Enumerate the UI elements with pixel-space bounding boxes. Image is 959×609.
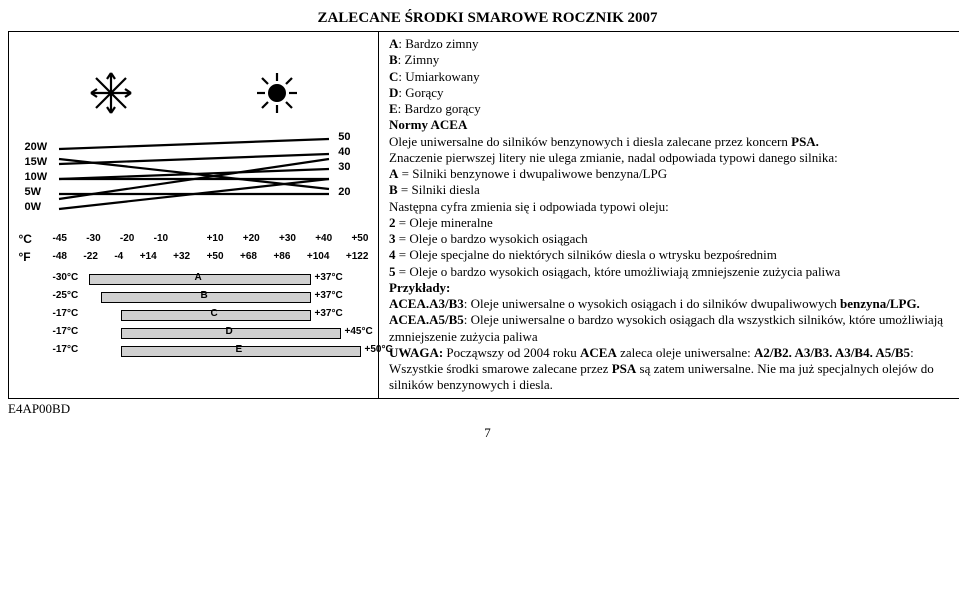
climate-bar-row: -17°C C +37°C: [19, 307, 369, 325]
label-5w: 5W: [25, 186, 42, 198]
acea-heading: Normy ACEA: [389, 117, 467, 132]
fahrenheit-axis: °F -48 -22 -4 +14 +32 +50 +68 +86 +104 +122: [19, 249, 369, 265]
examples-heading: Przykłady:: [389, 280, 450, 295]
viscosity-fan-chart: 20W 15W 10W 5W 0W 50 40 30 20: [19, 129, 369, 229]
f-tick: -22: [83, 251, 97, 262]
label-40: 40: [338, 146, 350, 158]
climate-bar-row: -17°CD+45°C: [19, 325, 369, 343]
c-tick: +20: [243, 233, 260, 244]
climate-bars: -30°CA+37°C-25°CB+37°C-17°CC+37°C-17°CD+…: [19, 271, 369, 361]
fahrenheit-ticks: -48 -22 -4 +14 +32 +50 +68 +86 +104 +122: [53, 251, 369, 262]
c-tick: -45: [53, 233, 67, 244]
celsius-axis: °C -45 -30 -20 -10 +10 +20 +30 +40 +50: [19, 231, 369, 247]
label-30: 30: [338, 161, 350, 173]
example-a3b3: ACEA.A3/B3: Oleje uniwersalne o wysokich…: [389, 296, 956, 312]
diagram-panel: 20W 15W 10W 5W 0W 50 40 30 20 °C -45-30-…: [9, 32, 379, 398]
f-tick: +86: [273, 251, 290, 262]
bar-letter: A: [195, 272, 202, 283]
content-frame: 20W 15W 10W 5W 0W 50 40 30 20 °C -45-30-…: [8, 31, 959, 399]
c-tick: -30: [86, 233, 100, 244]
sun-icon: [255, 71, 299, 115]
c-tick: -20: [120, 233, 134, 244]
celsius-unit: °C: [19, 232, 53, 246]
c-tick: +30: [279, 233, 296, 244]
c-tick: +10: [207, 233, 224, 244]
label-20: 20: [338, 186, 350, 198]
para-number-meaning: Następna cyfra zmienia się i odpowiada t…: [389, 199, 956, 215]
f-tick: +32: [173, 251, 190, 262]
f-tick: +104: [307, 251, 330, 262]
bar-letter: E: [236, 344, 243, 355]
f-tick: -48: [53, 251, 67, 262]
para-letter-meaning: Znaczenie pierwszej litery nie ulega zmi…: [389, 150, 956, 166]
bar-letter: D: [226, 326, 233, 337]
acea-intro: Oleje uniwersalne do silników benzynowyc…: [389, 134, 956, 150]
viscosity-diagram: 20W 15W 10W 5W 0W 50 40 30 20 °C -45-30-…: [19, 69, 369, 361]
climate-legend: A: Bardzo zimny B: Zimny C: Umiarkowany …: [389, 36, 956, 117]
bar-right-temp: +37°C: [315, 272, 343, 283]
label-10w: 10W: [25, 171, 48, 183]
label-20w: 20W: [25, 141, 48, 153]
page-title: ZALECANE ŚRODKI SMAROWE ROCZNIK 2007: [8, 10, 959, 27]
bar-left-temp: -25°C: [53, 290, 79, 301]
climate-bar-row: -30°C A +37°C: [19, 271, 369, 289]
bar-left-temp: -17°C: [53, 344, 79, 355]
fahrenheit-unit: °F: [19, 250, 53, 264]
bar-right-temp: +37°C: [315, 308, 343, 319]
c-tick: -10: [154, 233, 168, 244]
f-tick: -4: [114, 251, 123, 262]
label-15w: 15W: [25, 156, 48, 168]
f-tick: +14: [140, 251, 157, 262]
bar-right-temp: +37°C: [315, 290, 343, 301]
bar-letter: B: [201, 290, 208, 301]
c-tick: +40: [315, 233, 332, 244]
text-panel: A: Bardzo zimny B: Zimny C: Umiarkowany …: [379, 32, 959, 398]
climate-bar-row: -25°C B +37°C: [19, 289, 369, 307]
acea-note: UWAGA: Począwszy od 2004 roku ACEA zalec…: [389, 345, 956, 394]
bar-left-temp: -17°C: [53, 308, 79, 319]
label-0w: 0W: [25, 201, 42, 213]
example-a5b5: ACEA.A5/B5: Oleje uniwersalne o bardzo w…: [389, 312, 956, 345]
bar-right-temp: +45°C: [345, 326, 373, 337]
bar-left-temp: -30°C: [53, 272, 79, 283]
snowflake-icon: [89, 71, 133, 115]
f-tick: +68: [240, 251, 257, 262]
image-code: E4AP00BD: [8, 401, 959, 417]
bar-left-temp: -17°C: [53, 326, 79, 337]
label-50: 50: [338, 131, 350, 143]
celsius-ticks: -45 -30 -20 -10 +10 +20 +30 +40 +50: [53, 233, 369, 244]
f-tick: +50: [207, 251, 224, 262]
c-tick: +50: [351, 233, 368, 244]
climate-bar-row: -17°CE+50°C: [19, 343, 369, 361]
page-number: 7: [8, 425, 959, 441]
f-tick: +122: [346, 251, 369, 262]
bar-letter: C: [211, 308, 218, 319]
bar-right-temp: +50°C: [365, 344, 393, 355]
